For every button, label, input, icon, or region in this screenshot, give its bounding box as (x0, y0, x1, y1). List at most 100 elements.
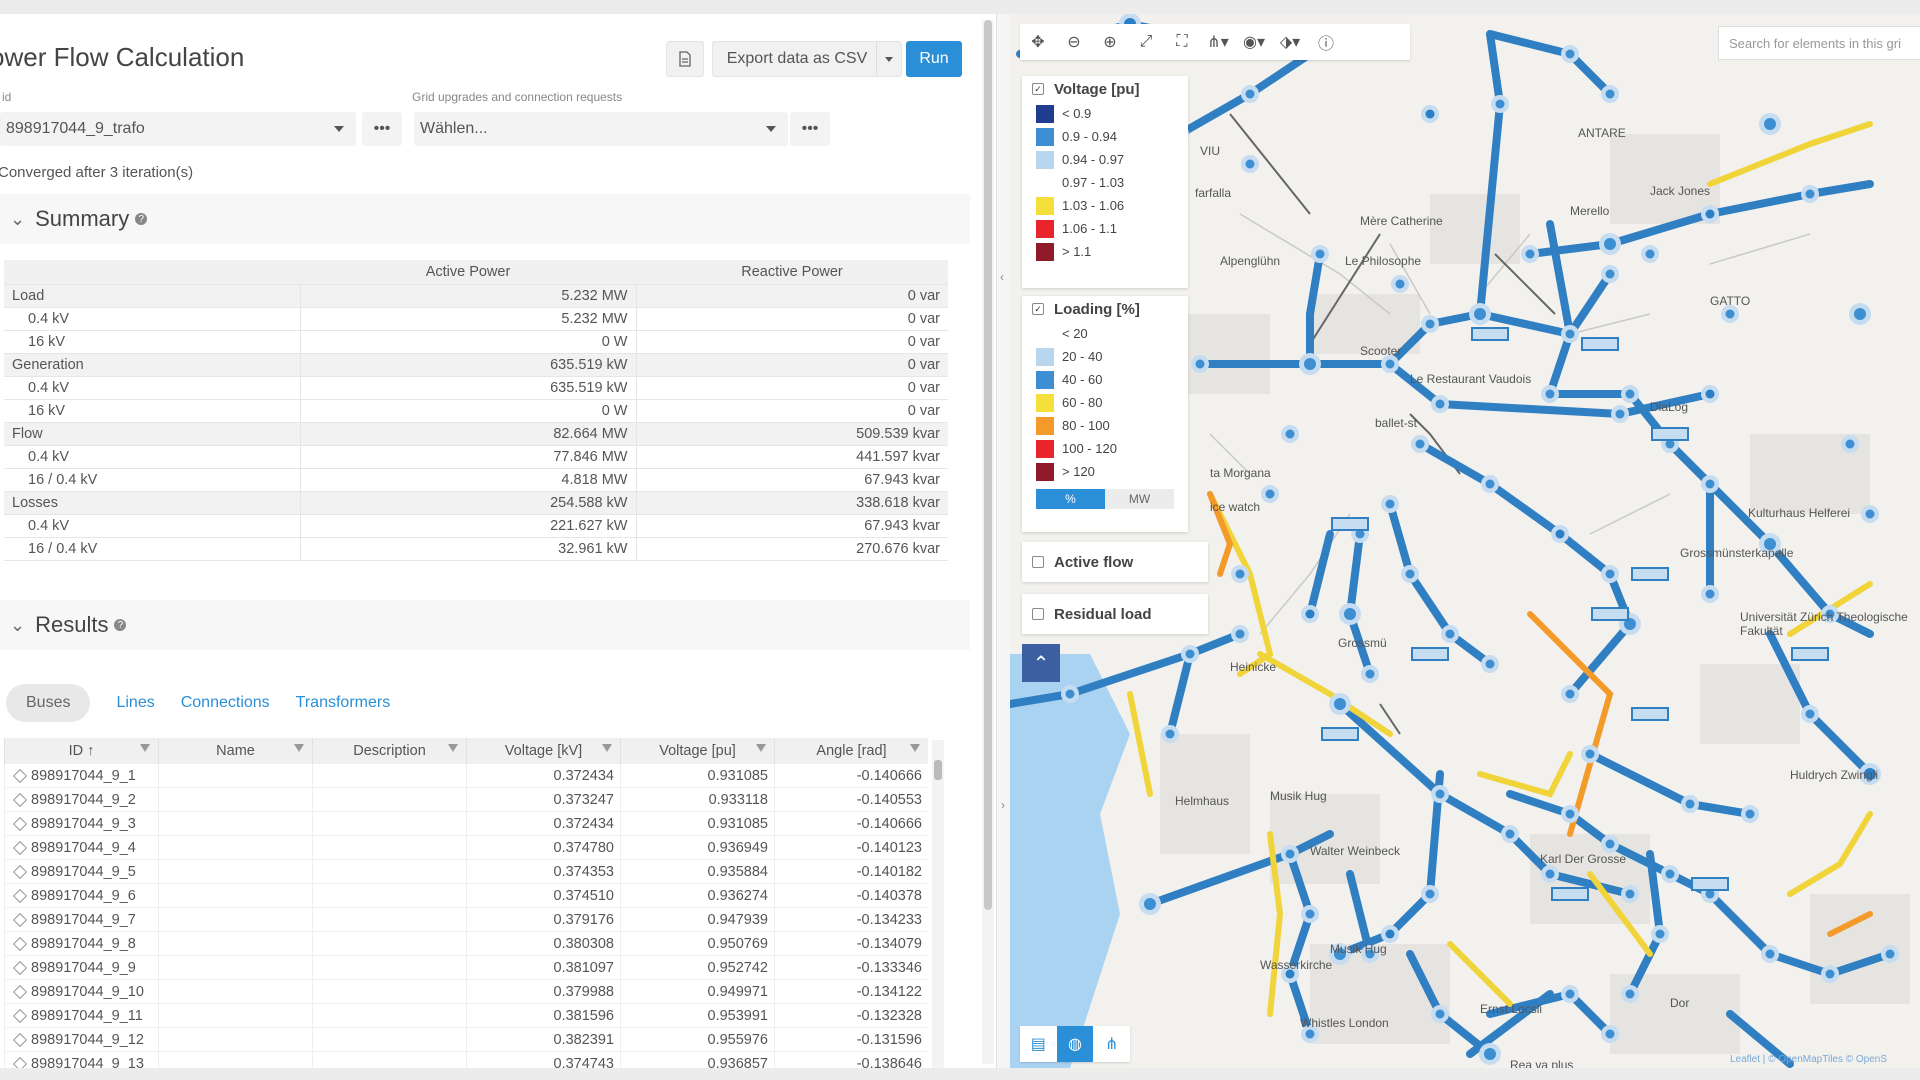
table-row[interactable]: 898917044_9_13 0.374743 0.936857 -0.138646 (4, 1051, 928, 1068)
export-dropdown-button[interactable] (876, 41, 902, 77)
grid-map[interactable]: ✥ ⊖ ⊕ ⤢ ⛶ ⋔▾ ◉▾ ⬗▾ ⓘ Search for elements… (1010, 14, 1920, 1068)
expand-icon[interactable] (12, 840, 28, 856)
expand-icon[interactable] (12, 984, 28, 1000)
column-header[interactable]: Voltage [kV] (466, 738, 621, 764)
hierarchy-icon[interactable]: ⋔ (1104, 1036, 1119, 1053)
expand-icon[interactable] (12, 864, 28, 880)
fullscreen-icon[interactable]: ⛶ (1176, 33, 1188, 50)
table-row[interactable]: 898917044_9_1 0.372434 0.931085 -0.140666 (4, 764, 928, 788)
chevron-right-icon[interactable]: › (1001, 798, 1005, 812)
table-row[interactable]: 898917044_9_11 0.381596 0.953991 -0.132328 (4, 1003, 928, 1028)
help-icon[interactable]: ? (114, 619, 127, 631)
chevron-left-icon[interactable]: ‹ (1000, 270, 1004, 284)
transformer-node[interactable] (1651, 427, 1689, 441)
transformer-node[interactable] (1581, 337, 1619, 351)
summary-active-value: 5.232 MW (299, 284, 636, 308)
table-row[interactable]: 898917044_9_10 0.379988 0.949971 -0.134122 (4, 979, 928, 1004)
grid-options-button[interactable]: ••• (362, 112, 402, 146)
map-search-input[interactable]: Search for elements in this gri (1718, 26, 1920, 60)
transformer-node[interactable] (1411, 647, 1449, 661)
expand-icon[interactable] (12, 1032, 28, 1048)
filter-icon[interactable] (910, 744, 920, 752)
table-row[interactable]: 898917044_9_5 0.374353 0.935884 -0.140182 (4, 859, 928, 884)
tag-icon[interactable]: ⬗▾ (1279, 34, 1301, 51)
transformer-node[interactable] (1631, 567, 1669, 581)
globe-icon[interactable]: ◍ (1056, 1026, 1094, 1062)
transformer-node[interactable] (1591, 607, 1629, 621)
zoom-out-icon[interactable]: ⊖ (1067, 34, 1081, 51)
network-icon[interactable]: ⋔▾ (1207, 34, 1229, 51)
summary-reactive-value: 0 var (635, 307, 948, 331)
table-row[interactable]: 898917044_9_12 0.382391 0.955976 -0.131596 (4, 1027, 928, 1052)
unit-mw-button[interactable]: MW (1105, 489, 1174, 509)
transformer-node[interactable] (1691, 877, 1729, 891)
transformer-node[interactable] (1321, 727, 1359, 741)
results-header[interactable]: ⌄ Results ? (0, 600, 970, 650)
expand-icon[interactable] (12, 768, 28, 784)
filter-icon[interactable] (294, 744, 304, 752)
loading-legend-checkbox[interactable]: ✓ (1032, 303, 1044, 315)
filter-icon[interactable] (448, 744, 458, 752)
active-flow-checkbox[interactable] (1032, 556, 1044, 568)
expand-icon[interactable] (12, 1008, 28, 1024)
column-header[interactable]: Voltage [pu] (620, 738, 775, 764)
grid-select[interactable]: 898917044_9_trafo (0, 112, 356, 146)
expand-icon[interactable] (12, 816, 28, 832)
transformer-node[interactable] (1631, 707, 1669, 721)
transformer-node[interactable] (1791, 647, 1829, 661)
run-button[interactable]: Run (906, 41, 962, 77)
zoom-in-icon[interactable]: ⊕ (1103, 34, 1117, 51)
transformer-node[interactable] (1551, 887, 1589, 901)
help-icon[interactable]: ? (135, 213, 148, 225)
expand-icon[interactable] (12, 792, 28, 808)
expand-icon[interactable] (12, 912, 28, 928)
summary-header[interactable]: ⌄ Summary ? (0, 194, 970, 244)
tab-transformers[interactable]: Transformers (295, 694, 391, 711)
column-header[interactable]: Description (312, 738, 467, 764)
summary-row: 16 / 0.4 kV 4.818 MW 67.943 kvar (4, 468, 948, 492)
summary-active-value: 32.961 kW (299, 537, 636, 561)
map-canvas[interactable] (1010, 14, 1920, 1068)
transformer-node[interactable] (1471, 327, 1509, 341)
column-header[interactable]: Angle [rad] (774, 738, 928, 764)
table-row[interactable]: 898917044_9_2 0.373247 0.933118 -0.140553 (4, 787, 928, 812)
panel-divider[interactable]: ‹ › (996, 14, 1011, 1068)
tab-lines[interactable]: Lines (116, 694, 155, 711)
eye-icon[interactable]: ◉▾ (1243, 34, 1265, 51)
table-row[interactable]: 898917044_9_9 0.381097 0.952742 -0.133346 (4, 955, 928, 980)
tab-buses[interactable]: Buses (6, 684, 91, 722)
collapse-legend-button[interactable]: ⌃ (1022, 644, 1060, 682)
info-icon[interactable]: ⓘ (1317, 36, 1334, 53)
table-row[interactable]: 898917044_9_6 0.374510 0.936274 -0.140378 (4, 883, 928, 908)
upgrades-select[interactable]: Wählen... (414, 112, 788, 146)
fit-icon[interactable]: ⤢ (1139, 33, 1153, 50)
map-attribution[interactable]: Leaflet | © OpenMapTiles © OpenS (1730, 1054, 1888, 1065)
filter-icon[interactable] (756, 744, 766, 752)
table-row[interactable]: 898917044_9_8 0.380308 0.950769 -0.134079 (4, 931, 928, 956)
results-scrollbar[interactable] (932, 740, 944, 1068)
table-row[interactable]: 898917044_9_7 0.379176 0.947939 -0.134233 (4, 907, 928, 932)
upgrades-options-button[interactable]: ••• (790, 112, 830, 146)
expand-icon[interactable] (12, 936, 28, 952)
document-button[interactable] (666, 41, 704, 77)
bus-node-core (1705, 889, 1715, 899)
column-header[interactable]: ID ↑ (4, 738, 159, 764)
tab-connections[interactable]: Connections (180, 694, 270, 711)
layers-icon[interactable]: ▤ (1030, 1036, 1046, 1053)
summary-active-value: 0 W (299, 399, 636, 423)
residual-load-checkbox[interactable] (1032, 608, 1044, 620)
expand-icon[interactable] (12, 1056, 28, 1068)
column-header[interactable]: Name (158, 738, 313, 764)
panel-scrollbar[interactable] (982, 20, 994, 1064)
table-row[interactable]: 898917044_9_3 0.372434 0.931085 -0.140666 (4, 811, 928, 836)
transformer-node[interactable] (1331, 517, 1369, 531)
filter-icon[interactable] (140, 744, 150, 752)
table-row[interactable]: 898917044_9_4 0.374780 0.936949 -0.140123 (4, 835, 928, 860)
voltage-legend-checkbox[interactable]: ✓ (1032, 83, 1044, 95)
expand-icon[interactable] (12, 960, 28, 976)
move-icon[interactable]: ✥ (1031, 34, 1045, 51)
export-csv-button[interactable]: Export data as CSV (712, 41, 882, 77)
filter-icon[interactable] (602, 744, 612, 752)
expand-icon[interactable] (12, 888, 28, 904)
unit-percent-button[interactable]: % (1036, 489, 1105, 509)
